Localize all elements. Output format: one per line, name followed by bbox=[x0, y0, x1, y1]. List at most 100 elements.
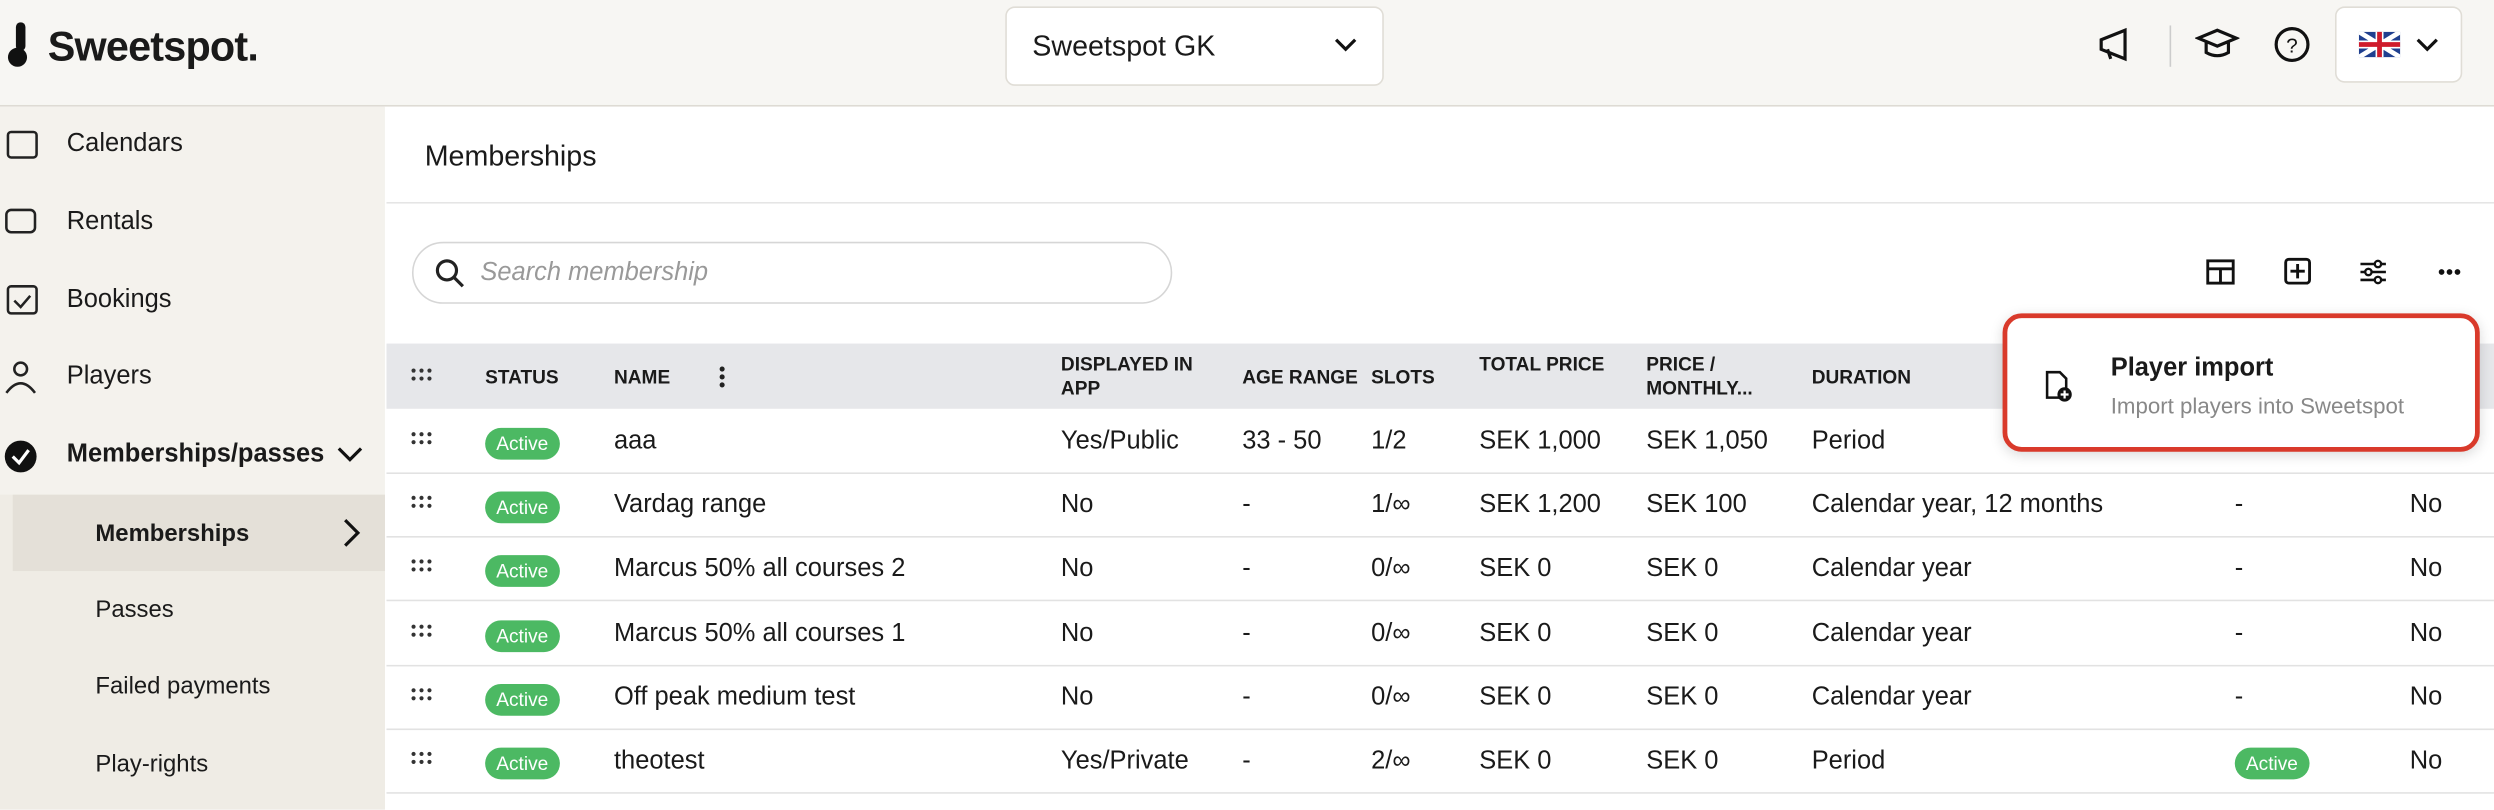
top-bar: Sweetspot. Sweetspot GK ? bbox=[0, 0, 2494, 107]
table-cell: - bbox=[1242, 747, 1251, 775]
nav-item[interactable]: Rentals bbox=[66, 208, 154, 236]
sub-nav-item[interactable]: Memberships bbox=[95, 520, 250, 548]
drag-handle[interactable] bbox=[410, 431, 435, 447]
popup-subtitle: Import players into Sweetspot bbox=[2110, 392, 2405, 419]
table-cell: Vardag range bbox=[613, 491, 767, 519]
sub-nav-item[interactable]: Passes bbox=[95, 596, 174, 624]
table-cell: - bbox=[1242, 555, 1251, 583]
table-cell: Calendar year, 12 months bbox=[1811, 491, 2104, 519]
content: Memberships Search membership STATUS NAME… bbox=[386, 107, 2494, 810]
academy-icon[interactable] bbox=[2195, 25, 2240, 63]
language-select[interactable] bbox=[2335, 6, 2463, 83]
row-divider bbox=[386, 536, 2494, 538]
table-cell: - bbox=[2234, 683, 2244, 711]
table-cell: Off peak medium test bbox=[613, 683, 856, 711]
table-cell: SEK 1,000 bbox=[1479, 427, 1601, 455]
status-badge: Active bbox=[485, 747, 560, 780]
table-cell: - bbox=[2234, 491, 2244, 519]
sidebar: Calendars Rentals Bookings Players Membershi… bbox=[0, 106, 385, 810]
table-cell: aaa bbox=[613, 427, 657, 455]
popup-title: Player import bbox=[2110, 354, 2274, 382]
sub-nav-item[interactable]: Failed payments bbox=[95, 673, 271, 701]
table-cell: No bbox=[2409, 747, 2443, 775]
drag-handle[interactable] bbox=[410, 751, 435, 767]
column-header: SLOTS bbox=[1371, 365, 1435, 389]
table-cell: No bbox=[2409, 491, 2443, 519]
table-cell: SEK 0 bbox=[1646, 683, 1719, 711]
column-menu[interactable] bbox=[711, 364, 733, 389]
table-cell: 1/2 bbox=[1371, 427, 1407, 455]
column-header: STATUS bbox=[485, 365, 559, 389]
table-cell: No bbox=[1060, 555, 1094, 583]
table-cell: SEK 100 bbox=[1646, 491, 1747, 519]
table-cell: SEK 0 bbox=[1646, 747, 1719, 775]
table-cell: Calendar year bbox=[1811, 619, 1972, 647]
table-cell: 0/∞ bbox=[1371, 683, 1411, 711]
table-cell: - bbox=[2234, 555, 2244, 583]
table-cell: No bbox=[1060, 491, 1094, 519]
search-icon bbox=[435, 259, 464, 288]
table-cell: 1/∞ bbox=[1371, 491, 1411, 519]
table-cell: Marcus 50% all courses 1 bbox=[613, 619, 906, 647]
logo bbox=[7, 22, 28, 67]
column-header: DURATION bbox=[1811, 365, 1912, 389]
divider bbox=[2169, 25, 2172, 67]
row-divider bbox=[386, 792, 2494, 794]
table-cell: Yes/Public bbox=[1060, 427, 1179, 455]
table-cell: No bbox=[2409, 683, 2443, 711]
popup-menu[interactable]: Player import Import players into Sweets… bbox=[2002, 313, 2480, 452]
table-cell: SEK 0 bbox=[1479, 683, 1552, 711]
column-header: PRICE / MONTHLY... bbox=[1646, 353, 1753, 400]
svg-text:?: ? bbox=[2286, 34, 2298, 57]
column-header: TOTAL PRICE bbox=[1479, 353, 1605, 376]
status-badge: Active bbox=[485, 619, 560, 652]
status-badge: Active bbox=[485, 427, 560, 460]
nav-item[interactable]: Calendars bbox=[66, 130, 183, 158]
table-cell: No bbox=[1060, 619, 1094, 647]
drag-handle[interactable] bbox=[410, 623, 435, 639]
announce-icon[interactable] bbox=[2096, 25, 2141, 63]
table-cell: SEK 1,050 bbox=[1646, 427, 1768, 455]
expand-chevron bbox=[337, 447, 363, 462]
table-cell: No bbox=[2409, 555, 2443, 583]
table-cell: No bbox=[2409, 619, 2443, 647]
nav-item[interactable]: Players bbox=[66, 363, 152, 391]
drag-handle[interactable] bbox=[410, 367, 435, 383]
club-select[interactable]: Sweetspot GK bbox=[1005, 6, 1384, 86]
table-cell: SEK 0 bbox=[1646, 555, 1719, 583]
flag bbox=[2358, 31, 2401, 58]
toolbar-icons[interactable] bbox=[2203, 256, 2473, 291]
status-badge: Active bbox=[485, 555, 560, 588]
column-header: NAME bbox=[613, 365, 671, 389]
table-cell: Yes/Private bbox=[1060, 747, 1189, 775]
status-badge: Active bbox=[2234, 747, 2310, 780]
row-divider bbox=[386, 664, 2494, 666]
drag-handle[interactable] bbox=[410, 687, 435, 703]
nav-item[interactable]: Memberships/passes bbox=[66, 440, 325, 468]
table-cell: SEK 0 bbox=[1646, 619, 1719, 647]
drag-handle[interactable] bbox=[410, 559, 435, 575]
column-header: AGE RANGE bbox=[1242, 365, 1358, 389]
search-box[interactable]: Search membership bbox=[411, 241, 1173, 304]
nav-item[interactable]: Bookings bbox=[66, 285, 172, 313]
table-cell: Calendar year bbox=[1811, 555, 1972, 583]
table-cell: Calendar year bbox=[1811, 683, 1972, 711]
divider bbox=[386, 202, 2494, 204]
sub-nav-item[interactable]: Play-rights bbox=[95, 750, 209, 778]
submenu-chevron bbox=[344, 519, 361, 547]
club-name: Sweetspot GK bbox=[1032, 30, 1216, 63]
table-cell: 33 - 50 bbox=[1242, 427, 1322, 455]
table-cell: theotest bbox=[613, 747, 705, 775]
row-divider bbox=[386, 472, 2494, 474]
nav-icons bbox=[4, 130, 38, 473]
table-cell: - bbox=[1242, 683, 1251, 711]
status-badge: Active bbox=[485, 491, 560, 524]
table-cell: 0/∞ bbox=[1371, 555, 1411, 583]
drag-handle[interactable] bbox=[410, 495, 435, 511]
active-submenu bbox=[12, 494, 385, 572]
search-placeholder: Search membership bbox=[480, 259, 709, 287]
chevron bbox=[1334, 38, 1357, 52]
help-icon[interactable]: ? bbox=[2271, 24, 2312, 65]
